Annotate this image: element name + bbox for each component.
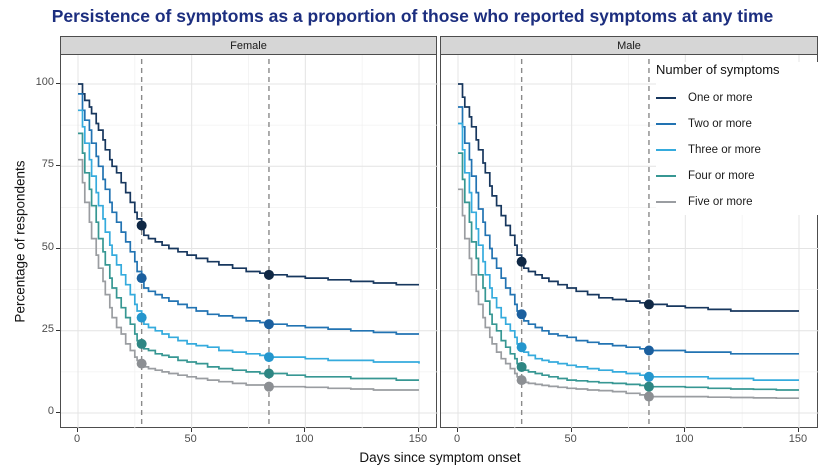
legend-item-four-or-more: Four or more xyxy=(656,163,821,189)
x-tick-mark-150 xyxy=(417,428,419,432)
marker-dot-one-or-more-day84 xyxy=(263,269,274,280)
female-plot-area xyxy=(61,55,438,429)
marker-dot-five-or-more-day28 xyxy=(516,375,527,386)
marker-dot-two-or-more-day84 xyxy=(643,345,654,356)
series-line-four-or-more xyxy=(78,132,419,381)
legend-item-five-or-more: Five or more xyxy=(656,189,821,215)
legend-swatch-icon xyxy=(656,97,676,99)
x-tick-label-100: 100 xyxy=(675,433,694,445)
marker-dot-four-or-more-day28 xyxy=(136,338,147,349)
y-tick-mark-25 xyxy=(56,329,60,331)
marker-dot-four-or-more-day84 xyxy=(643,381,654,392)
legend-item-label: Five or more xyxy=(688,196,753,208)
legend: Number of symptoms One or more Two or mor… xyxy=(656,62,821,215)
marker-dot-one-or-more-day28 xyxy=(516,256,527,267)
series-line-two-or-more xyxy=(78,93,419,335)
legend-item-one-or-more: One or more xyxy=(656,85,821,111)
marker-dot-two-or-more-day28 xyxy=(136,273,147,284)
legend-item-label: Two or more xyxy=(688,118,752,130)
marker-dot-four-or-more-day84 xyxy=(263,368,274,379)
chart-title: Persistence of symptoms as a proportion … xyxy=(51,6,774,26)
marker-dot-one-or-more-day28 xyxy=(136,220,147,231)
legend-swatch-icon xyxy=(656,175,676,177)
marker-dot-two-or-more-day84 xyxy=(263,319,274,330)
series-line-one-or-more xyxy=(78,83,419,286)
marker-dot-five-or-more-day28 xyxy=(136,358,147,369)
y-tick-label-25: 25 xyxy=(41,322,54,335)
y-tick-label-75: 75 xyxy=(41,158,54,171)
legend-item-label: Four or more xyxy=(688,170,755,182)
y-tick-mark-75 xyxy=(56,165,60,167)
x-tick-mark-0 xyxy=(77,428,78,432)
marker-dot-five-or-more-day84 xyxy=(643,391,654,402)
x-axis-label: Days since symptom onset xyxy=(359,450,521,465)
x-tick-label-0: 0 xyxy=(453,433,461,445)
y-tick-label-0: 0 xyxy=(47,405,54,417)
legend-swatch-icon xyxy=(656,149,676,151)
legend-swatch-icon xyxy=(656,123,676,125)
marker-dot-one-or-more-day84 xyxy=(643,299,654,310)
legend-title: Number of symptoms xyxy=(656,62,780,77)
x-tick-label-100: 100 xyxy=(295,433,314,445)
panel-female xyxy=(60,54,438,429)
y-tick-label-100: 100 xyxy=(35,76,54,88)
legend-swatch-icon xyxy=(656,201,676,203)
y-tick-mark-100 xyxy=(56,83,60,84)
marker-dot-two-or-more-day28 xyxy=(516,309,527,320)
x-tick-mark-50 xyxy=(190,428,192,432)
legend-item-three-or-more: Three or more xyxy=(656,137,821,163)
x-tick-mark-150 xyxy=(797,428,799,432)
marker-dot-three-or-more-day84 xyxy=(263,352,274,363)
legend-item-two-or-more: Two or more xyxy=(656,111,821,137)
legend-item-label: Three or more xyxy=(688,144,761,156)
x-tick-mark-100 xyxy=(684,428,686,432)
x-tick-label-50: 50 xyxy=(564,433,577,445)
x-tick-mark-100 xyxy=(304,428,306,432)
y-tick-mark-50 xyxy=(56,247,60,249)
x-tick-mark-50 xyxy=(570,428,572,432)
x-tick-label-0: 0 xyxy=(73,433,81,445)
legend-items: One or more Two or more Three or more Four … xyxy=(656,85,821,215)
facet-strip-male-label: Male xyxy=(617,39,641,52)
y-tick-mark-0 xyxy=(56,412,60,413)
x-tick-label-50: 50 xyxy=(184,433,197,445)
facet-strip-male: Male xyxy=(440,36,818,55)
marker-dot-four-or-more-day28 xyxy=(516,361,527,372)
marker-dot-three-or-more-day28 xyxy=(516,342,527,353)
marker-dot-five-or-more-day84 xyxy=(263,381,274,392)
facet-strip-female-label: Female xyxy=(230,39,267,52)
x-tick-label-150: 150 xyxy=(788,433,808,445)
x-tick-label-150: 150 xyxy=(408,433,428,445)
y-tick-label-50: 50 xyxy=(41,240,54,253)
marker-dot-three-or-more-day28 xyxy=(136,312,147,323)
legend-item-label: One or more xyxy=(688,92,753,104)
x-tick-mark-0 xyxy=(457,428,458,432)
marker-dot-three-or-more-day84 xyxy=(643,371,654,382)
facet-strip-female: Female xyxy=(60,36,437,55)
